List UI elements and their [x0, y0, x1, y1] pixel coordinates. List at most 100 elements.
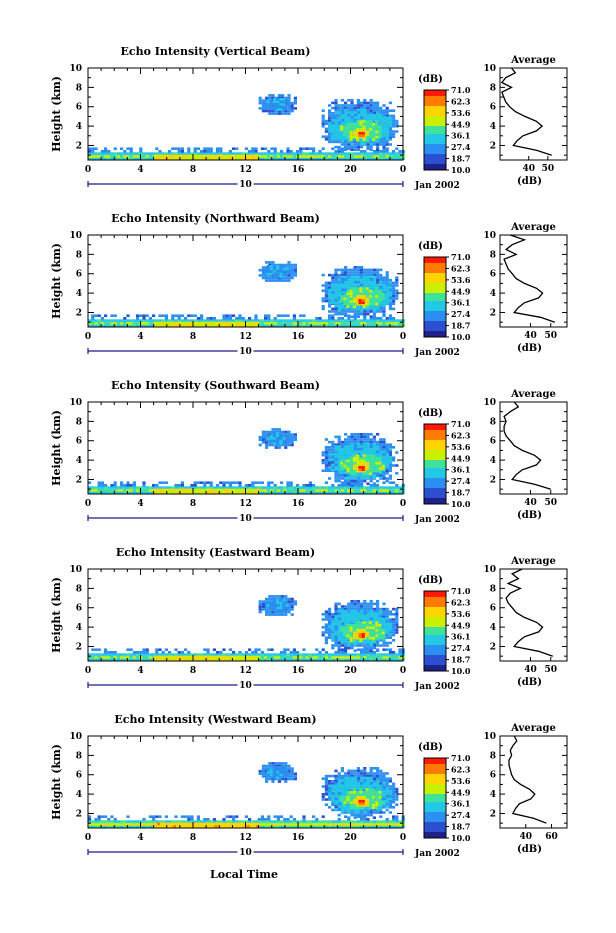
echo-cell — [370, 441, 373, 444]
echo-cell — [360, 109, 363, 112]
echo-cell — [294, 274, 297, 277]
echo-cell — [322, 147, 325, 150]
echo-cell — [206, 481, 209, 484]
echo-cell — [370, 271, 373, 274]
echo-cell — [347, 152, 350, 155]
echo-cell — [338, 489, 341, 492]
echo-cell — [357, 281, 360, 284]
echo-cell — [341, 448, 344, 451]
echo-cell — [202, 155, 205, 158]
echo-cell — [182, 489, 185, 492]
echo-cell — [290, 489, 293, 492]
echo-cell — [370, 656, 373, 659]
echo-cell — [254, 152, 257, 155]
echo-cell — [270, 481, 273, 484]
echo-cell — [372, 133, 375, 136]
average-x-tick-label: 40 — [524, 331, 537, 341]
echo-cell — [286, 101, 289, 104]
echo-cell — [315, 155, 318, 158]
echo-cell — [338, 132, 341, 135]
echo-cell — [363, 99, 366, 102]
echo-cell — [290, 150, 293, 153]
echo-cell — [198, 489, 201, 492]
average-x-tick-label: 50 — [544, 331, 557, 341]
echo-cell — [275, 595, 278, 598]
echo-cell — [152, 152, 155, 155]
echo-cell — [386, 472, 389, 475]
echo-cell — [335, 469, 338, 472]
echo-cell — [375, 470, 378, 473]
echo-cell — [206, 653, 209, 656]
echo-cell — [256, 656, 259, 659]
echo-cell — [370, 102, 373, 105]
echo-cell — [379, 269, 382, 272]
echo-cell — [166, 155, 169, 158]
echo-cell — [360, 143, 363, 146]
echo-cell — [273, 432, 276, 435]
echo-cell — [373, 117, 376, 120]
echo-cell — [273, 599, 276, 602]
echo-cell — [299, 322, 302, 325]
echo-cell — [306, 152, 309, 155]
echo-cell — [218, 155, 221, 158]
echo-cell — [120, 147, 123, 150]
echo-cell — [146, 648, 149, 651]
echo-cell — [262, 431, 265, 434]
echo-cell — [261, 651, 264, 654]
echo-cell — [287, 97, 290, 100]
echo-cell — [277, 656, 280, 659]
echo-cell — [246, 656, 249, 659]
echo-cell — [261, 481, 264, 484]
echo-cell — [366, 319, 369, 322]
average-frame — [500, 235, 567, 327]
echo-cell — [136, 317, 139, 320]
echo-cell — [366, 322, 369, 325]
echo-cell — [389, 152, 392, 155]
echo-cell — [373, 143, 376, 146]
echo-cell — [291, 433, 294, 436]
echo-cell — [94, 489, 97, 492]
echo-cell — [382, 481, 385, 484]
echo-cell — [133, 322, 136, 325]
echo-cell — [389, 117, 392, 120]
echo-cell — [328, 127, 331, 130]
echo-cell — [363, 477, 366, 480]
echo-cell — [379, 310, 382, 313]
echo-cell — [206, 317, 209, 320]
echo-cell — [181, 319, 184, 322]
echo-cell — [354, 451, 357, 454]
echo-cell — [234, 656, 237, 659]
echo-cell — [395, 120, 398, 123]
echo-cell — [351, 448, 354, 451]
echo-cell — [251, 484, 254, 487]
echo-cell — [291, 598, 294, 601]
echo-cell — [200, 319, 203, 322]
echo-cell — [350, 102, 353, 105]
echo-cell — [331, 653, 334, 656]
echo-cell — [174, 653, 177, 656]
echo-cell — [291, 277, 294, 280]
echo-cell — [392, 109, 395, 112]
echo-cell — [235, 653, 238, 656]
echo-cell — [341, 140, 344, 143]
echo-cell — [334, 310, 337, 313]
echo-cell — [354, 271, 357, 274]
echo-cell — [181, 147, 184, 150]
echo-cell — [328, 608, 331, 611]
echo-cell — [181, 152, 184, 155]
echo-cell — [325, 629, 328, 632]
echo-cell — [350, 457, 353, 460]
echo-cell — [334, 642, 337, 645]
echo-cell — [107, 656, 110, 659]
echo-cell — [350, 460, 353, 463]
echo-cell — [398, 152, 401, 155]
echo-cell — [302, 314, 305, 317]
echo-cell — [370, 278, 373, 281]
echo-cell — [366, 123, 369, 126]
echo-cell — [325, 449, 328, 452]
echo-cell — [366, 143, 369, 146]
echo-cell — [379, 276, 382, 279]
average-x-tick-label: 40 — [524, 498, 537, 508]
echo-cell — [375, 457, 378, 460]
echo-cell — [290, 152, 293, 155]
